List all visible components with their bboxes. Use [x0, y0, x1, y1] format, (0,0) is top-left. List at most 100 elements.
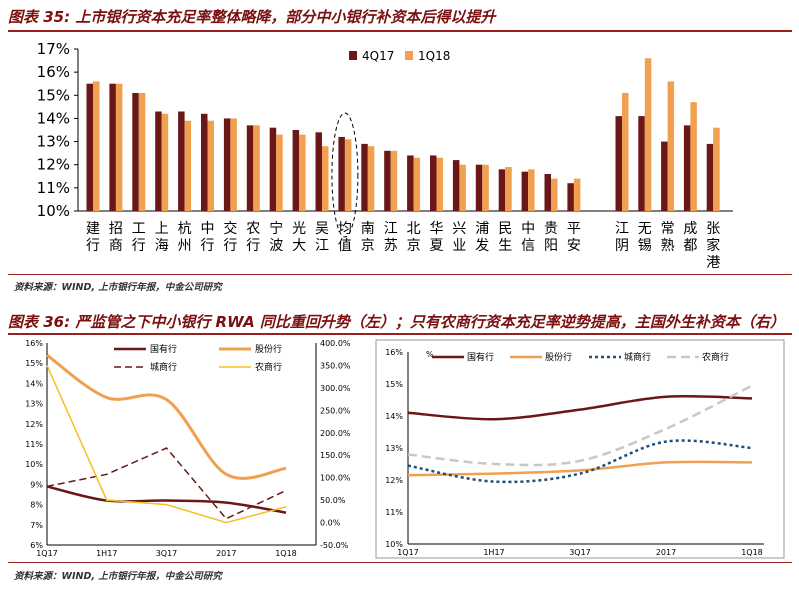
- legend-label: 城商行: [624, 351, 651, 363]
- bar-4q17: [178, 111, 185, 211]
- category-label: 杭: [178, 221, 192, 237]
- category-label: 阴: [615, 238, 629, 254]
- bar-1q18: [276, 134, 283, 211]
- series-line-joint-stock: [407, 460, 753, 477]
- bar-1q18: [299, 134, 306, 211]
- category-label: 农: [246, 221, 260, 237]
- bar-4q17: [452, 160, 460, 211]
- bar-4q17: [292, 130, 300, 211]
- category-label: 港: [706, 255, 720, 271]
- bar-1q18: [161, 113, 169, 211]
- category-label: 行: [201, 238, 215, 254]
- category-label: 华: [430, 221, 444, 237]
- bar-1q18: [573, 178, 581, 211]
- y-tick-label: 13%: [37, 133, 70, 151]
- y-tick-label: 11%: [37, 179, 70, 197]
- bar-4q17: [155, 111, 162, 211]
- bar-1q18: [138, 92, 146, 211]
- category-label: 阳: [544, 238, 558, 254]
- y-tick-label: 10%: [385, 540, 403, 549]
- category-label: 南: [361, 221, 375, 237]
- bar-4q17: [109, 83, 116, 211]
- series-line-rural-banks: [46, 365, 287, 524]
- series-line-state-banks: [46, 485, 287, 514]
- x-tick-label: 1H17: [96, 549, 117, 558]
- x-tick-label: 2017: [216, 549, 236, 558]
- source-rule: [8, 274, 792, 275]
- bar-4q17: [269, 127, 277, 211]
- bar-1q18: [367, 146, 375, 211]
- bar-4q17: [246, 125, 254, 211]
- y-tick-label: 16%: [37, 63, 70, 81]
- bar-1q18: [230, 118, 237, 211]
- category-label: 海: [155, 238, 169, 254]
- left-y-tick-label: 13%: [25, 400, 43, 409]
- category-label: 州: [178, 238, 192, 254]
- legend-swatch-4q17: [349, 51, 357, 60]
- series-line-rural-banks: [407, 384, 753, 467]
- bar-4q17: [544, 173, 551, 211]
- bar-4q17: [430, 155, 437, 211]
- bar-1q18: [436, 157, 443, 211]
- category-label: 光: [292, 221, 306, 237]
- y-tick-label: 17%: [37, 40, 70, 58]
- y-tick-label: 15%: [37, 86, 70, 104]
- bar-4q17: [132, 92, 139, 211]
- series-line-city-banks: [407, 439, 753, 484]
- bar-1q18: [253, 125, 260, 211]
- figure-36-source: 资料来源：WIND, 上市银行年报，中金公司研究: [14, 571, 222, 582]
- x-tick-label: 1Q17: [36, 549, 58, 558]
- x-tick-label: 3Q17: [156, 549, 178, 558]
- bar-1q18: [390, 150, 398, 211]
- left-y-tick-label: 12%: [25, 420, 43, 429]
- category-label: 家: [706, 237, 720, 254]
- legend-label: 城商行: [150, 361, 177, 373]
- bar-1q18: [482, 164, 489, 211]
- category-label: 中: [521, 221, 535, 237]
- right-y-tick-label: 200.0%: [320, 429, 351, 438]
- legend-label-4q17: 4Q17: [362, 49, 394, 63]
- bar-1q18: [528, 169, 535, 211]
- bar-1q18: [344, 139, 352, 211]
- legend-swatch-1q18: [405, 51, 413, 60]
- category-label: 熟: [661, 238, 675, 254]
- category-label: 无: [638, 221, 652, 237]
- right-y-tick-label: 350.0%: [320, 361, 351, 370]
- category-label: 锡: [638, 238, 652, 254]
- title-rule: [8, 30, 792, 32]
- category-label: 行: [132, 238, 146, 254]
- category-label: 京: [407, 238, 421, 254]
- mean-highlight-ellipse: [331, 112, 359, 238]
- category-label: 贵: [544, 221, 558, 237]
- category-label: 行: [246, 238, 260, 254]
- category-label: 信: [521, 238, 535, 254]
- category-label: 商: [109, 238, 123, 254]
- x-tick-label: 2017: [656, 548, 676, 557]
- legend-label: 国有行: [150, 343, 177, 355]
- y-tick-label: 14%: [385, 412, 403, 421]
- bar-4q17: [661, 141, 668, 211]
- category-label: 工: [132, 221, 146, 237]
- category-label: 生: [498, 238, 512, 254]
- category-label: 民: [498, 221, 512, 237]
- category-label: 招: [109, 221, 123, 237]
- bar-1q18: [690, 102, 697, 211]
- category-label: 交: [223, 220, 237, 237]
- right-y-tick-label: 400.0%: [320, 339, 351, 348]
- legend-label: 国有行: [467, 351, 494, 363]
- category-label: 宁: [269, 220, 283, 237]
- category-label: 都: [683, 238, 697, 254]
- category-label: 夏: [430, 238, 444, 254]
- right-y-tick-label: 100.0%: [320, 474, 351, 483]
- category-label: 行: [86, 238, 100, 254]
- category-label: 江: [615, 221, 629, 237]
- bar-1q18: [505, 167, 512, 211]
- figure-35-title: 图表 35: 上市银行资本充足率整体略降，部分中小银行补资本后得以提升: [8, 8, 496, 26]
- bar-4q17: [706, 143, 714, 211]
- right-y-tick-label: 250.0%: [320, 406, 351, 415]
- bar-1q18: [207, 120, 214, 211]
- x-tick-label: 1Q17: [397, 548, 419, 557]
- category-label: 安: [567, 238, 581, 254]
- legend-label: 股份行: [545, 351, 572, 363]
- bar-1q18: [459, 164, 466, 211]
